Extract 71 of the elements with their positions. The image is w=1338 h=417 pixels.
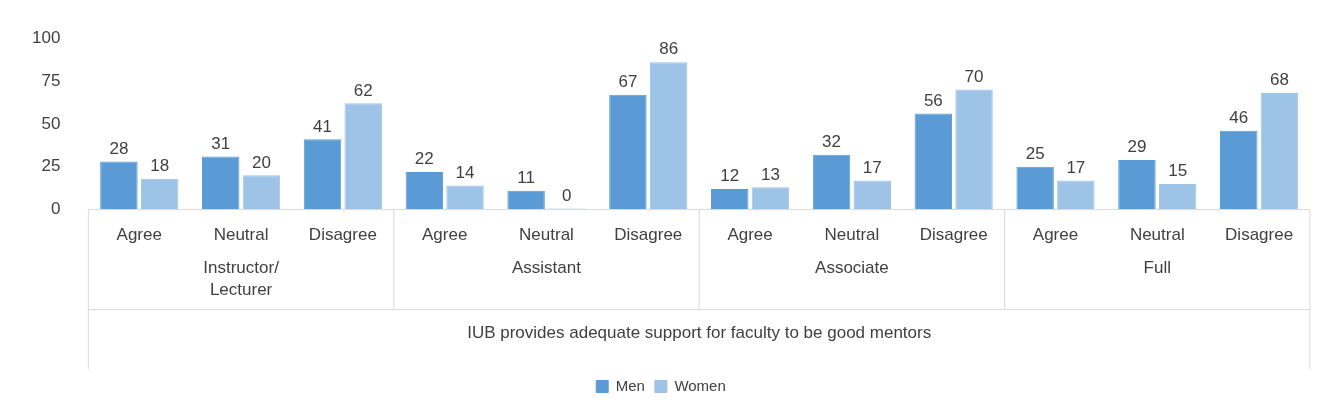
x-tick-label: Agree <box>727 225 773 245</box>
bar <box>242 175 281 210</box>
text: Associate <box>815 257 889 277</box>
x-tick-label: Neutral <box>519 225 574 245</box>
data-label: 17 <box>1066 157 1086 177</box>
x-tick-label: Agree <box>1032 225 1079 245</box>
x-tick-label: Neutral <box>1129 225 1185 245</box>
data-label: 56 <box>923 90 943 110</box>
bar <box>507 190 545 210</box>
y-tick-label: 0 <box>50 199 61 219</box>
bar <box>812 154 851 210</box>
legend-label: Women <box>674 376 726 394</box>
data-label: 14 <box>455 162 475 182</box>
bar <box>1260 93 1299 210</box>
data-label: 22 <box>414 149 434 169</box>
x-tick-label: Agree <box>116 225 162 245</box>
bar <box>446 185 484 210</box>
x-tick-label: Disagree <box>614 225 683 245</box>
x-axis-title: IUB provides adequate support for faculty to be good mentors <box>467 322 932 342</box>
y-tick-label: 75 <box>41 70 61 90</box>
bar <box>100 161 138 210</box>
bar <box>914 113 953 210</box>
x-tick-label: Disagree <box>308 225 377 245</box>
data-label: 41 <box>313 116 332 136</box>
bar <box>710 189 749 210</box>
bar <box>1118 159 1156 210</box>
text: Full <box>1143 257 1171 277</box>
bar <box>303 139 342 210</box>
data-label: 25 <box>1025 143 1045 163</box>
x-tick-label: Agree <box>421 225 468 245</box>
x-tick-label: Disagree <box>919 225 988 245</box>
bar <box>751 187 790 210</box>
bar <box>1057 180 1095 210</box>
y-tick-label: 50 <box>41 113 61 133</box>
bar <box>1220 130 1258 210</box>
data-label: 0 <box>562 185 572 205</box>
bar <box>344 103 382 210</box>
y-tick-label: 25 <box>41 156 61 176</box>
text: Assistant <box>511 257 582 277</box>
data-label: 11 <box>517 167 535 187</box>
y-tick-label: 100 <box>31 27 61 47</box>
data-label: 70 <box>964 66 984 86</box>
bar <box>405 171 444 210</box>
x-tick-label: Neutral <box>824 225 880 245</box>
legend-label: Men <box>615 376 645 394</box>
data-label: 13 <box>760 164 780 184</box>
bar <box>955 89 993 210</box>
data-label: 31 <box>211 133 231 153</box>
bar <box>1016 166 1054 210</box>
data-label: 18 <box>150 155 170 175</box>
bar <box>649 62 688 210</box>
data-label: 12 <box>720 166 740 186</box>
data-label: 46 <box>1229 107 1249 127</box>
bar <box>201 156 240 210</box>
bar <box>1158 183 1197 210</box>
data-label: 17 <box>862 157 882 177</box>
data-label: 32 <box>822 131 841 151</box>
bar <box>609 94 647 210</box>
x-tick-label: Disagree <box>1225 225 1294 245</box>
x-tick-label: Neutral <box>213 225 269 245</box>
data-label: 15 <box>1168 161 1188 181</box>
data-label: 20 <box>251 152 271 172</box>
bar <box>140 178 179 210</box>
data-label: 29 <box>1127 137 1147 157</box>
data-label: 68 <box>1270 70 1289 90</box>
data-label: 28 <box>109 138 129 158</box>
bar <box>853 180 891 210</box>
data-label: 67 <box>618 71 638 91</box>
text: Instructor/ Lecturer <box>203 257 280 299</box>
data-label: 62 <box>353 80 373 100</box>
data-label: 86 <box>659 39 679 59</box>
